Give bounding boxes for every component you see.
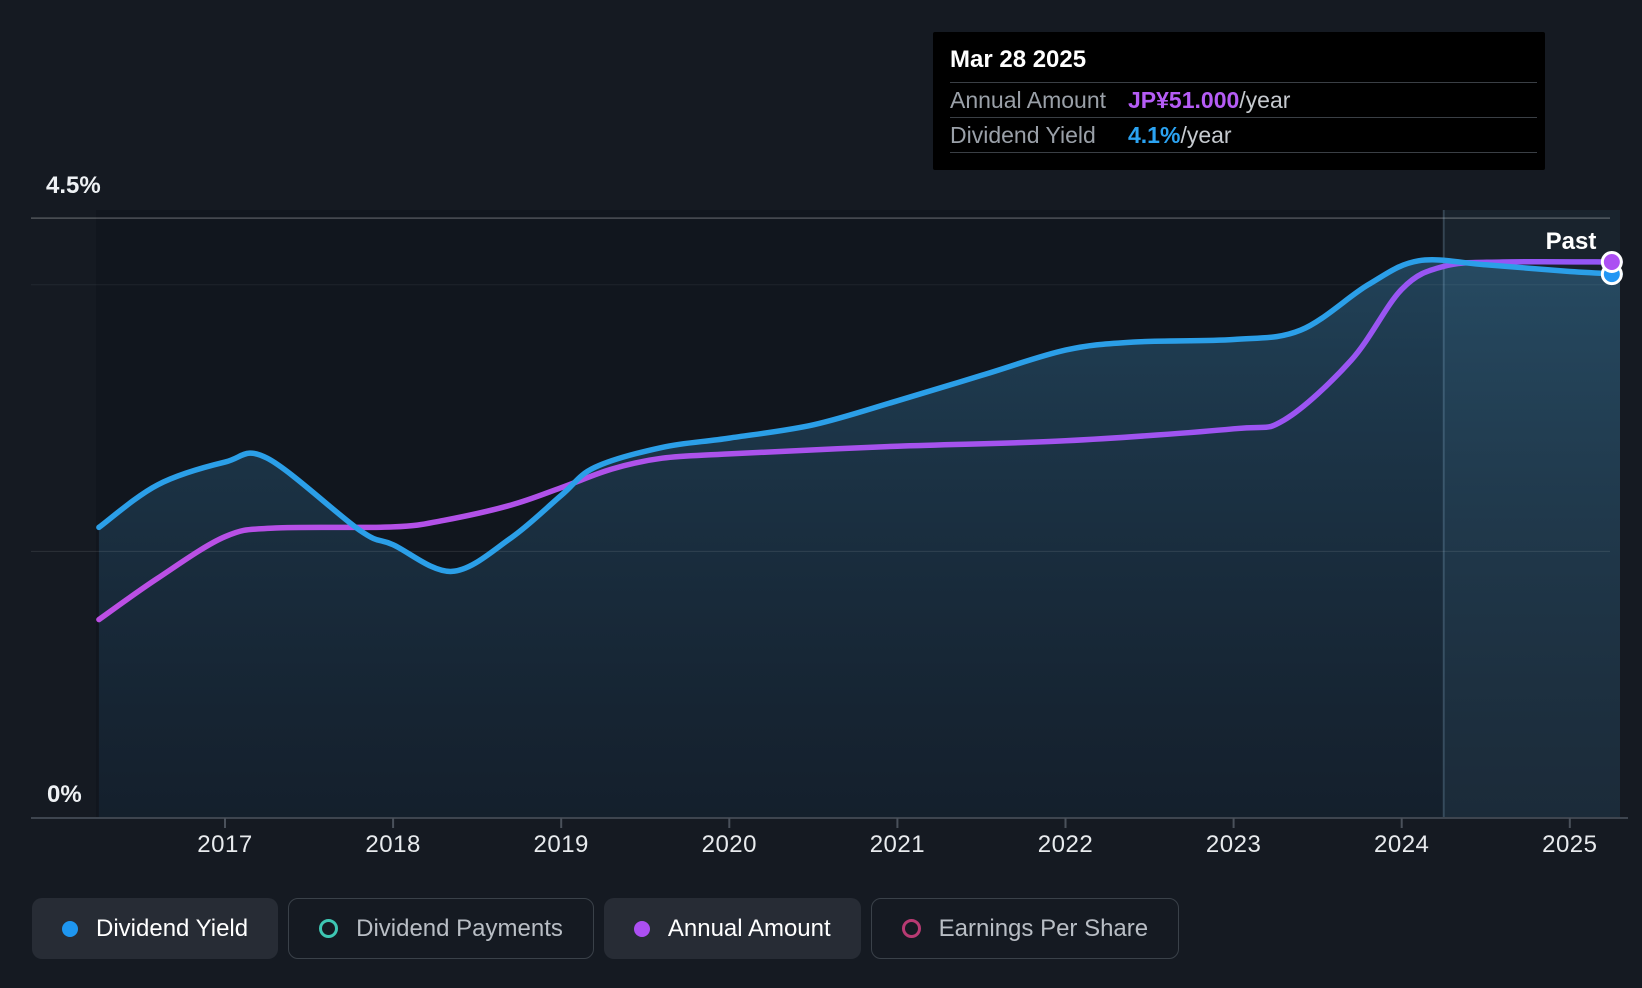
gridlines: [31, 217, 1610, 552]
x-axis-label: 2020: [701, 831, 757, 858]
x-axis-label: 2019: [533, 831, 589, 858]
tooltip-date: Mar 28 2025: [950, 46, 1087, 73]
legend-ring-icon: [901, 919, 921, 938]
tooltip-separator: [950, 152, 1537, 153]
tooltip-label: Annual Amount: [950, 86, 1107, 113]
legend-ring-icon: [319, 919, 339, 938]
y-axis-top-label: 4.5%: [46, 172, 101, 199]
tooltip-suffix: /year: [1239, 86, 1291, 113]
dividend-yield-line: [96, 257, 1623, 575]
tooltip-row-dividend-yield: Dividend Yield 4.1% /year: [950, 118, 1537, 152]
x-axis-label: 2025: [1542, 831, 1598, 858]
y-axis-bottom-label: 0%: [47, 781, 82, 808]
tooltip-separator: [950, 82, 1537, 83]
tooltip-suffix: /year: [1180, 121, 1232, 148]
legend-label: Annual Amount: [667, 914, 831, 942]
x-axis-label: 2017: [197, 831, 253, 858]
annual-amount-endpoint-marker[interactable]: [1600, 250, 1623, 273]
dividend-yield-area: [98, 259, 1621, 819]
legend-button-dividend-yield[interactable]: Dividend Yield: [32, 898, 279, 959]
legend-dot-icon: [62, 920, 78, 937]
tooltip-value: JP¥51.000: [1128, 86, 1240, 113]
x-axis-label: 2024: [1373, 831, 1430, 858]
legend-label: Earnings Per Share: [938, 914, 1149, 942]
x-axis-ticks: [224, 818, 1571, 828]
x-axis-label: 2018: [365, 831, 421, 858]
legend-button-dividend-payments[interactable]: Dividend Payments: [288, 898, 594, 959]
tooltip-row-annual-amount: Annual Amount JP¥51.000 /year: [950, 83, 1537, 117]
legend-label: Dividend Yield: [96, 914, 249, 942]
chart-legend: Dividend Yield Dividend Payments Annual Am…: [32, 898, 1180, 959]
tooltip-separator: [950, 117, 1537, 118]
annual-amount-line: [96, 258, 1623, 623]
tooltip: Mar 28 2025 Annual Amount JP¥51.000 /yea…: [933, 32, 1545, 170]
legend-button-annual-amount[interactable]: Annual Amount: [603, 898, 861, 959]
x-axis-label: 2023: [1205, 831, 1262, 858]
x-axis-label: 2021: [869, 831, 926, 858]
legend-dot-icon: [633, 920, 650, 937]
tooltip-value: 4.1%: [1128, 121, 1181, 148]
legend-label: Dividend Payments: [356, 914, 563, 942]
legend-button-earnings-per-share[interactable]: Earnings Per Share: [870, 898, 1180, 959]
tooltip-label: Dividend Yield: [950, 121, 1096, 148]
past-label: Past: [1545, 228, 1597, 255]
x-axis-label: 2022: [1037, 831, 1094, 858]
